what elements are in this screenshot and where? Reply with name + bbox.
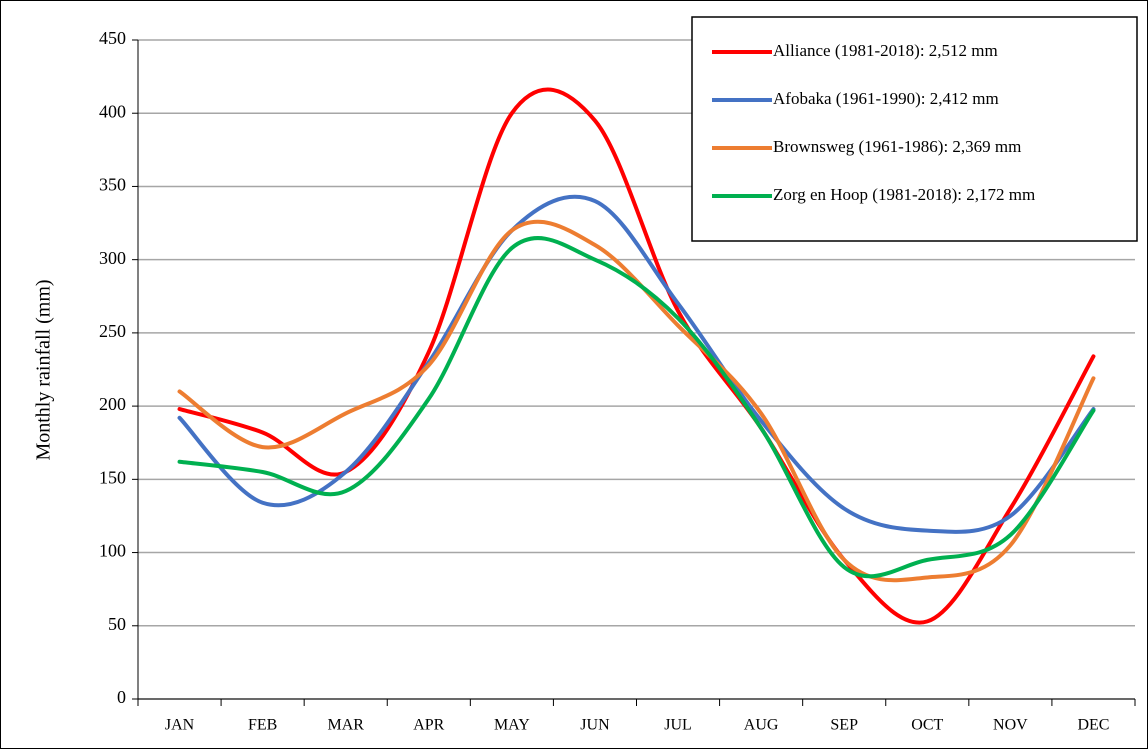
x-tick-label: NOV xyxy=(993,717,1028,734)
x-tick-label: JAN xyxy=(165,717,195,734)
series-line xyxy=(177,236,1096,579)
y-tick-label: 150 xyxy=(99,467,126,487)
x-tick-label: AUG xyxy=(744,717,779,734)
legend-box xyxy=(691,16,1138,242)
y-tick-label: 200 xyxy=(99,394,126,414)
x-tick-label: DEC xyxy=(1077,717,1109,734)
legend-label: Afobaka (1961-1990): 2,412 mm xyxy=(773,89,999,108)
y-tick-label: 250 xyxy=(99,321,126,341)
x-tick-label: FEB xyxy=(248,717,277,734)
y-tick-label: 450 xyxy=(99,28,126,48)
y-tick-label: 100 xyxy=(99,541,126,561)
x-tick-label: MAR xyxy=(327,717,364,734)
legend-label: Zorg en Hoop (1981-2018): 2,172 mm xyxy=(773,185,1035,204)
y-tick-label: 0 xyxy=(117,687,126,707)
legend-label: Alliance (1981-2018): 2,512 mm xyxy=(773,41,998,60)
y-tick-label: 350 xyxy=(99,175,126,195)
x-tick-label: JUL xyxy=(664,717,692,734)
y-tick-label: 50 xyxy=(108,614,126,634)
x-tick-label: SEP xyxy=(830,717,858,734)
y-tick-label: 300 xyxy=(99,248,126,268)
y-axis-label: Monthly rainfall (mm) xyxy=(33,279,55,460)
y-tick-label: 400 xyxy=(99,101,126,121)
legend-label: Brownsweg (1961-1986): 2,369 mm xyxy=(773,137,1021,156)
series-line xyxy=(177,219,1096,583)
x-tick-label: MAY xyxy=(494,717,530,734)
series-line xyxy=(177,194,1096,534)
x-tick-label: APR xyxy=(413,717,444,734)
x-tick-label: OCT xyxy=(911,717,943,734)
x-tick-label: JUN xyxy=(580,717,610,734)
